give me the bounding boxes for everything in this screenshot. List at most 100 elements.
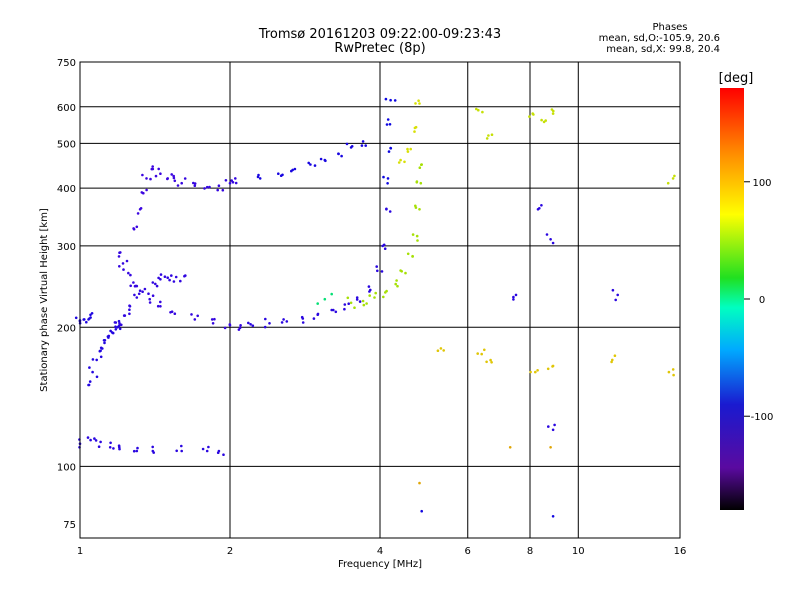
data-point [415, 234, 419, 238]
data-point [168, 278, 171, 282]
data-point [211, 322, 215, 325]
data-point [234, 177, 237, 180]
data-point [340, 154, 343, 158]
data-point [385, 207, 388, 211]
data-point [152, 451, 155, 454]
data-point [264, 317, 267, 321]
data-point [514, 293, 518, 297]
data-point [365, 302, 368, 305]
x-tick-label: 10 [572, 546, 585, 557]
data-point [85, 320, 88, 324]
data-point [106, 335, 110, 338]
data-point [129, 284, 132, 288]
y-tick-label: 300 [57, 242, 76, 253]
data-point [117, 319, 121, 323]
data-point [374, 291, 378, 295]
colorbar [720, 88, 744, 510]
data-point [205, 185, 209, 189]
data-point [536, 369, 539, 372]
data-point [135, 449, 139, 453]
data-point [121, 262, 125, 265]
data-point [118, 327, 122, 331]
data-point [74, 316, 78, 320]
data-point [399, 158, 402, 162]
data-point [414, 206, 418, 209]
data-point [312, 317, 316, 320]
data-point [485, 137, 489, 140]
data-point [203, 187, 206, 190]
data-point [332, 308, 335, 312]
data-point [230, 179, 233, 182]
data-point [97, 445, 101, 449]
data-point [551, 112, 555, 115]
data-point [411, 255, 414, 258]
data-point [93, 437, 96, 440]
data-point [552, 109, 555, 113]
data-point [128, 312, 131, 316]
data-point [542, 120, 546, 124]
data-point [280, 321, 284, 324]
data-point [389, 147, 393, 150]
data-point [534, 370, 537, 374]
data-point [404, 271, 407, 275]
data-point [207, 445, 210, 449]
data-point [393, 99, 397, 102]
data-point [414, 125, 418, 129]
data-point [103, 339, 107, 342]
data-point [173, 312, 177, 316]
data-point [358, 300, 362, 303]
data-point [334, 310, 338, 314]
data-point [361, 140, 365, 143]
data-point [113, 321, 117, 324]
data-point [149, 177, 152, 181]
data-point [193, 318, 197, 321]
data-point [364, 144, 368, 147]
data-point [394, 282, 398, 286]
data-point [383, 247, 387, 250]
data-point [82, 318, 85, 321]
data-point [551, 428, 555, 432]
data-point [673, 174, 676, 178]
data-point [205, 449, 209, 453]
data-point [545, 233, 549, 236]
data-point [388, 210, 392, 213]
phase-stats-o: mean, sd,O:-105.9, 20.6 [598, 33, 720, 44]
data-point [418, 166, 422, 169]
data-point [180, 444, 183, 448]
data-point [170, 274, 173, 277]
data-point [103, 341, 106, 345]
data-point [122, 268, 125, 271]
data-point [553, 423, 556, 427]
data-point [316, 302, 320, 305]
data-point [117, 255, 121, 258]
data-point [309, 163, 312, 166]
data-point [411, 233, 415, 236]
data-point [396, 284, 399, 288]
data-point [88, 366, 91, 369]
data-point [180, 449, 183, 453]
data-point [551, 365, 554, 368]
data-point [512, 298, 515, 301]
data-point [614, 298, 617, 302]
data-point [99, 440, 102, 444]
y-tick-label: 750 [57, 58, 76, 69]
data-point [382, 295, 385, 299]
x-tick-label: 2 [227, 546, 233, 557]
data-point [403, 160, 406, 164]
data-point [418, 102, 421, 105]
data-point [156, 304, 160, 308]
data-point [95, 358, 98, 362]
data-point [86, 436, 90, 439]
colorbar-tick-label: 100 [752, 178, 771, 189]
data-point [128, 308, 131, 312]
data-point [343, 307, 346, 311]
x-axis-label: Frequency [MHz] [338, 559, 422, 570]
plot-frame [79, 61, 681, 539]
data-point [88, 380, 92, 383]
y-tick-label: 600 [57, 103, 76, 114]
data-point [360, 144, 364, 147]
data-point [145, 177, 148, 180]
data-point [91, 370, 94, 374]
data-point [418, 481, 421, 485]
x-axis-ticks: 1 2 4 6 8 10 16 [77, 546, 687, 557]
